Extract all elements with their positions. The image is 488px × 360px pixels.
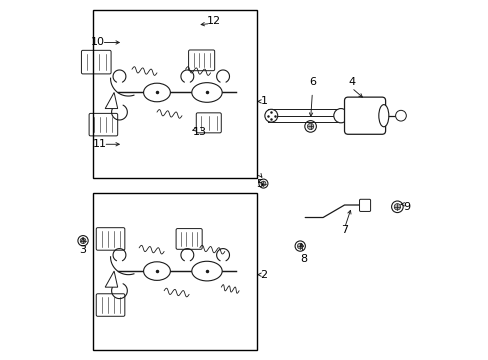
Text: 10: 10 xyxy=(91,37,105,48)
Circle shape xyxy=(391,201,402,212)
Text: 3: 3 xyxy=(80,245,86,255)
Text: 9: 9 xyxy=(403,202,410,212)
FancyBboxPatch shape xyxy=(344,97,385,134)
FancyBboxPatch shape xyxy=(176,229,202,249)
Circle shape xyxy=(307,123,313,130)
Polygon shape xyxy=(105,271,118,287)
Text: 7: 7 xyxy=(340,225,347,235)
Circle shape xyxy=(264,109,277,122)
Ellipse shape xyxy=(191,83,222,102)
Text: 2: 2 xyxy=(260,270,267,280)
Circle shape xyxy=(393,204,400,210)
Circle shape xyxy=(78,235,88,246)
Circle shape xyxy=(395,111,406,121)
Bar xyxy=(93,193,257,350)
Text: 5: 5 xyxy=(256,179,263,189)
Ellipse shape xyxy=(191,261,222,281)
FancyBboxPatch shape xyxy=(196,113,221,133)
Circle shape xyxy=(80,238,86,244)
Ellipse shape xyxy=(143,262,170,280)
Ellipse shape xyxy=(378,105,388,127)
Text: 8: 8 xyxy=(299,253,306,264)
Text: 4: 4 xyxy=(347,77,354,87)
Text: 11: 11 xyxy=(93,139,106,149)
Polygon shape xyxy=(105,93,118,109)
FancyBboxPatch shape xyxy=(96,294,124,316)
Text: 6: 6 xyxy=(308,77,315,87)
Ellipse shape xyxy=(143,83,170,102)
Text: 13: 13 xyxy=(192,127,206,137)
FancyBboxPatch shape xyxy=(188,50,214,71)
Text: 12: 12 xyxy=(206,16,221,26)
Circle shape xyxy=(294,241,305,251)
Text: 1: 1 xyxy=(260,96,267,107)
FancyBboxPatch shape xyxy=(89,113,118,136)
FancyBboxPatch shape xyxy=(96,228,124,250)
Circle shape xyxy=(304,121,316,132)
Circle shape xyxy=(297,243,303,249)
Circle shape xyxy=(259,179,267,188)
FancyBboxPatch shape xyxy=(81,50,111,74)
Bar xyxy=(93,10,257,178)
Circle shape xyxy=(333,109,347,123)
FancyBboxPatch shape xyxy=(359,199,370,211)
Circle shape xyxy=(261,181,265,186)
